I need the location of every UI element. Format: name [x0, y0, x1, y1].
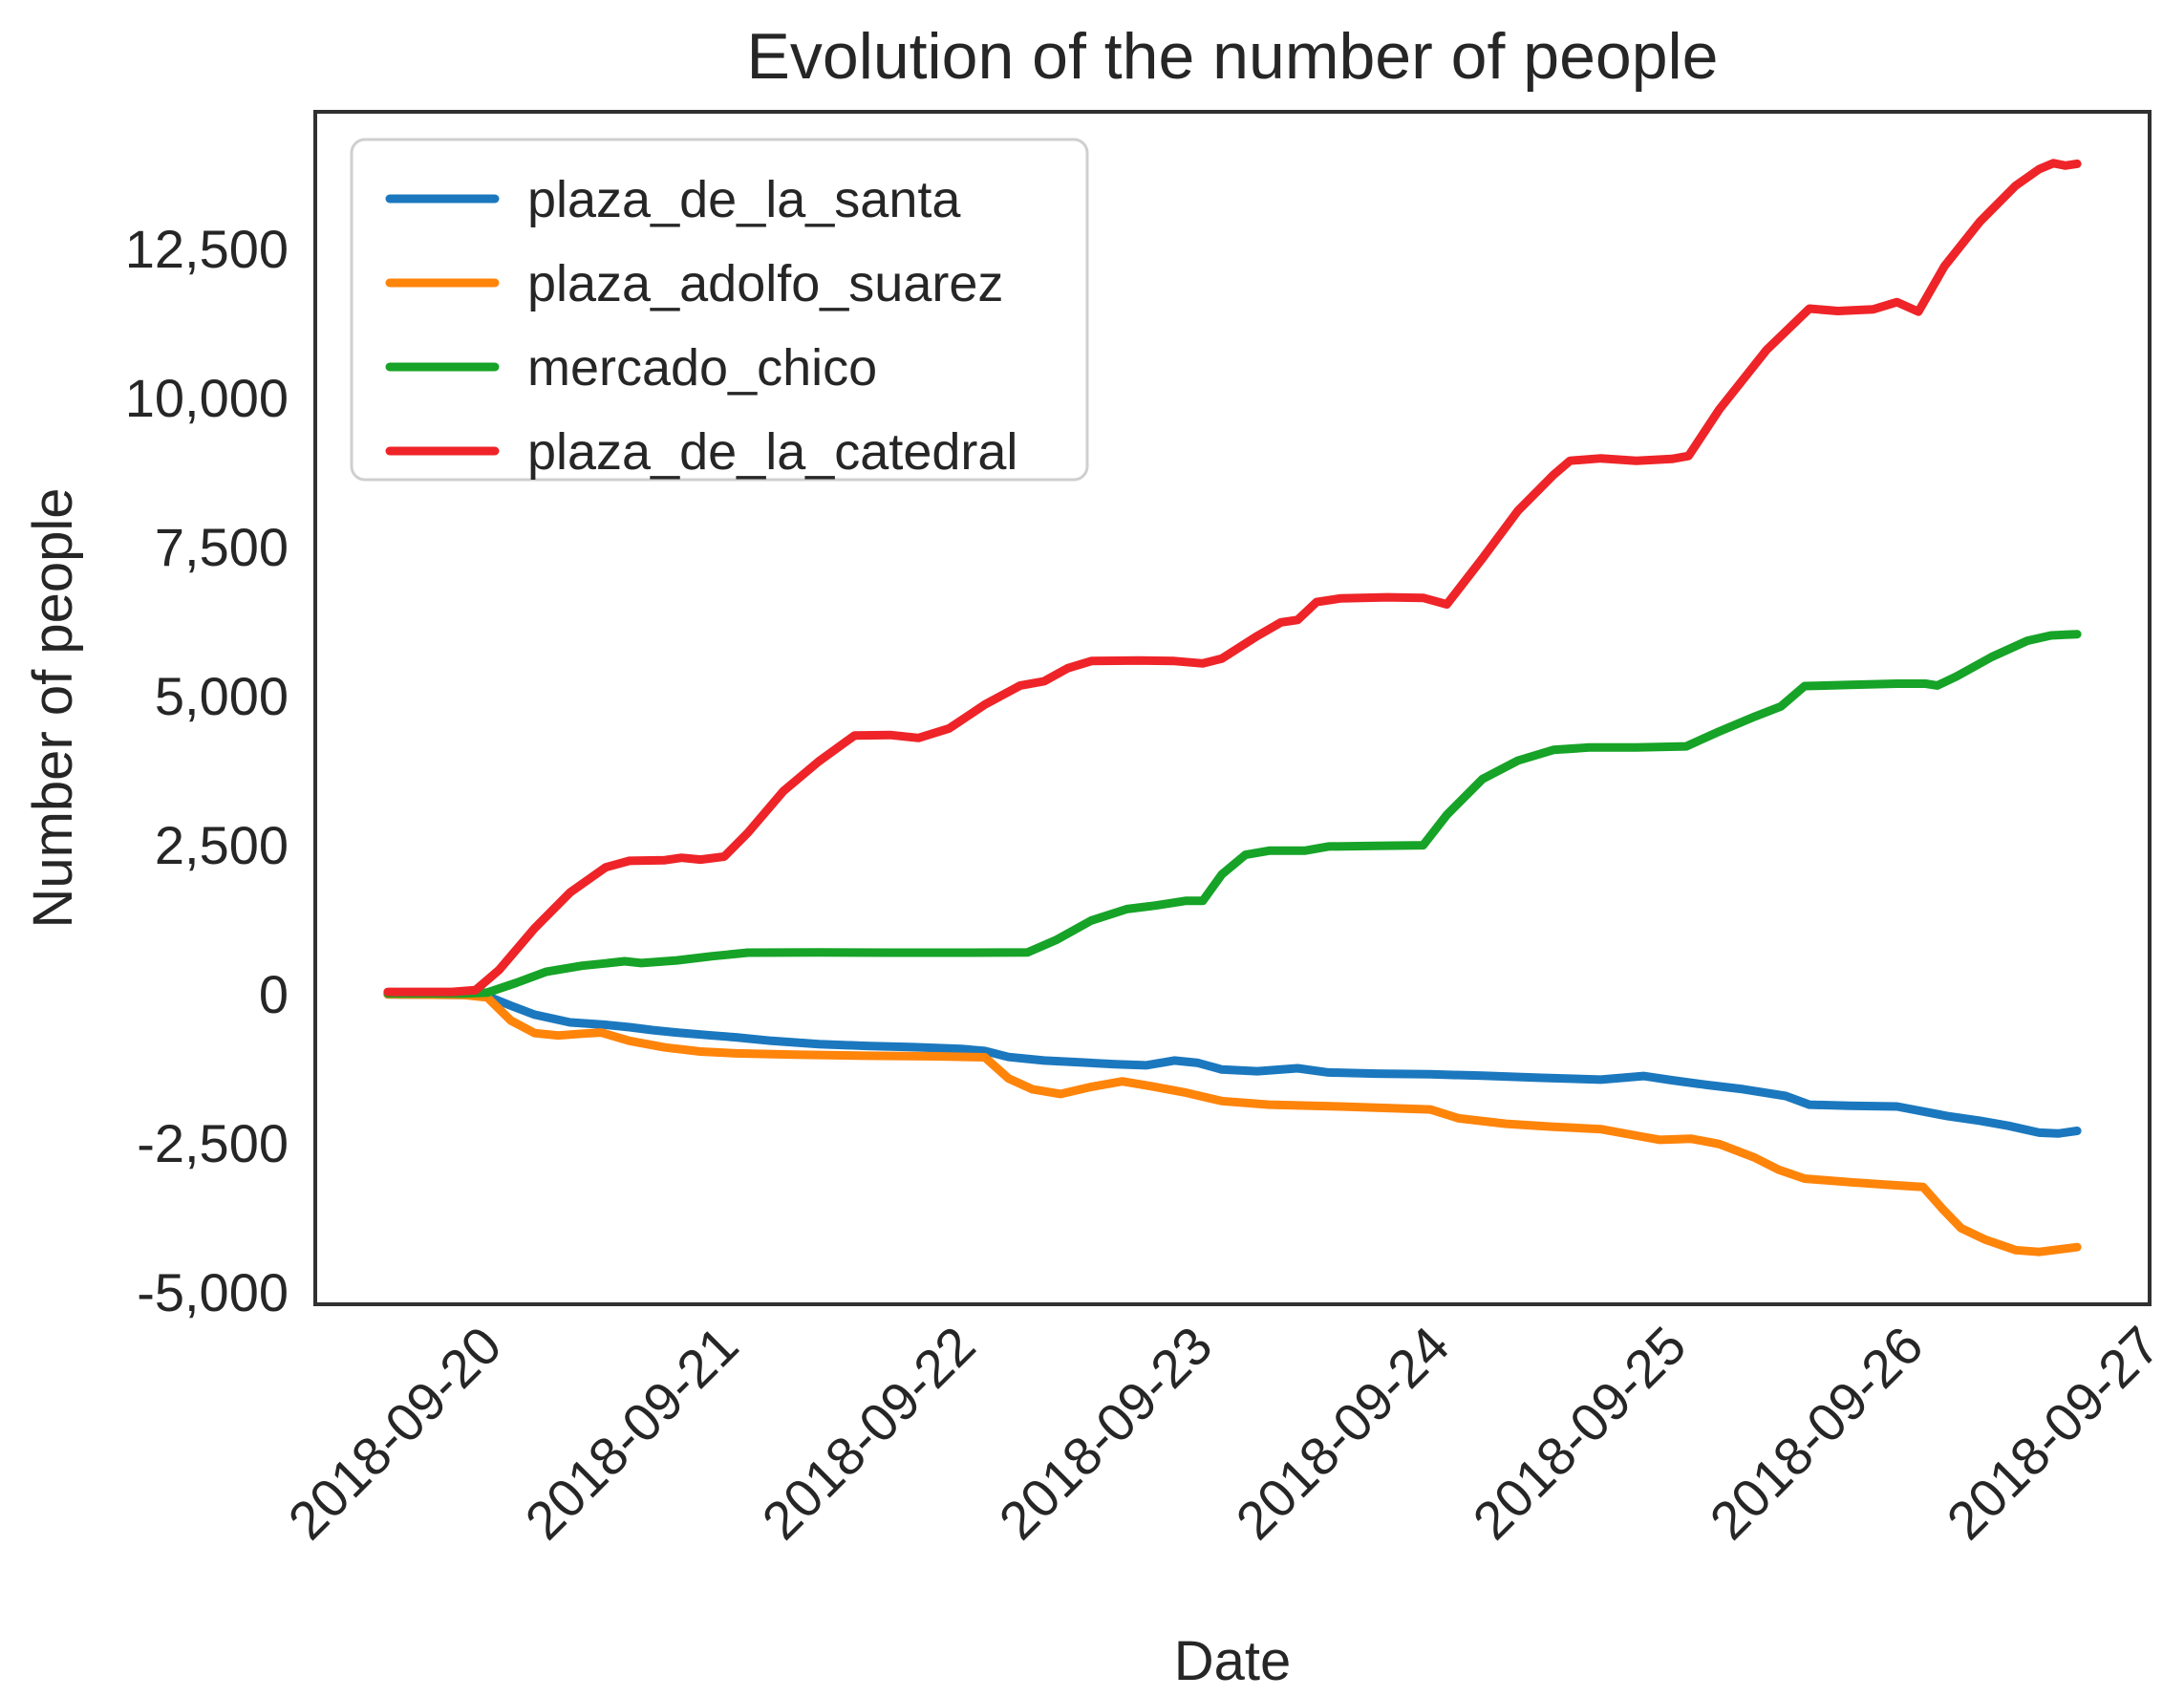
- legend-label-plaza_de_la_catedral: plaza_de_la_catedral: [527, 423, 1017, 481]
- y-tick-label: 5,000: [155, 666, 289, 726]
- x-tick-label: 2018-09-25: [1461, 1315, 1697, 1551]
- y-tick-label: 0: [259, 964, 289, 1024]
- x-tick-labels: 2018-09-20 2018-09-21 2018-09-22 2018-09-23…: [276, 1315, 2171, 1551]
- series-line-mercado_chico: [383, 630, 2082, 999]
- legend-label-plaza_adolfo_suarez: plaza_adolfo_suarez: [527, 255, 1003, 312]
- x-axis-label: Date: [1174, 1630, 1292, 1692]
- y-tick-label: 10,000: [125, 368, 289, 428]
- legend-label-mercado_chico: mercado_chico: [527, 339, 877, 397]
- legend-box: [350, 138, 1089, 482]
- x-tick-label: 2018-09-22: [750, 1315, 986, 1551]
- y-tick-label: 12,500: [125, 219, 289, 279]
- x-tick-label: 2018-09-20: [276, 1315, 512, 1551]
- y-tick-labels: -5,000 -2,500 0 2,500 5,000 7,500 10,000 12,500: [125, 219, 289, 1322]
- x-tick-label: 2018-09-24: [1224, 1315, 1460, 1551]
- legend-label-plaza_de_la_santa: plaza_de_la_santa: [527, 171, 961, 228]
- y-tick-label: -2,500: [137, 1113, 289, 1173]
- series-line-plaza_de_la_santa: [383, 990, 2082, 1138]
- x-tick-label: 2018-09-26: [1698, 1315, 1934, 1551]
- series-layer: [383, 159, 2082, 1257]
- y-tick-label: 7,500: [155, 517, 289, 577]
- x-tick-label: 2018-09-23: [987, 1315, 1223, 1551]
- legend: plaza_de_la_santa plaza_adolfo_suarezmerc…: [350, 138, 1089, 482]
- chart-title: Evolution of the number of people: [747, 20, 1719, 93]
- y-tick-label: -5,000: [137, 1262, 289, 1322]
- series-line-plaza_adolfo_suarez: [383, 990, 2082, 1257]
- x-tick-label: 2018-09-21: [513, 1315, 749, 1551]
- series-line-plaza_de_la_catedral: [383, 159, 2082, 997]
- y-axis-label: Number of people: [22, 487, 84, 928]
- y-tick-label: 2,500: [155, 815, 289, 875]
- x-tick-label: 2018-09-27: [1935, 1315, 2171, 1551]
